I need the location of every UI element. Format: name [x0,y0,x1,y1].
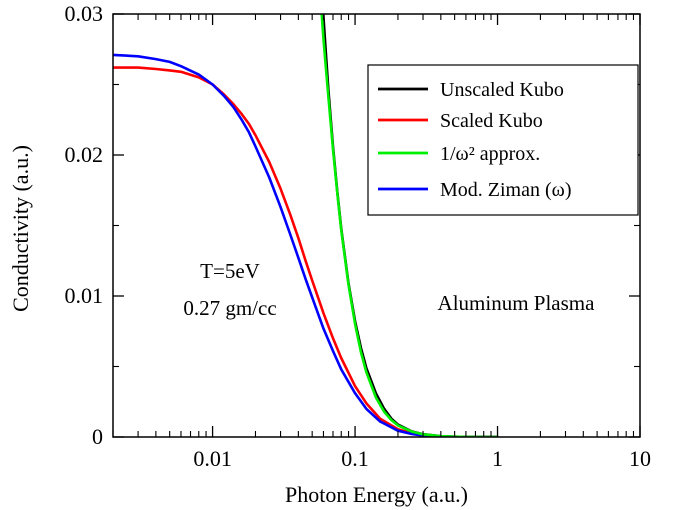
tick-labels: 0.01 0.1 1 10 0 0.01 0.02 0.03 [65,1,652,471]
y-tick-label: 0.03 [65,1,104,26]
x-tick-label: 0.01 [193,446,232,471]
annotation-temperature: T=5eV [200,259,260,283]
legend-label-1: Scaled Kubo [440,110,543,132]
legend: Unscaled Kubo Scaled Kubo 1/ω² approx. Mod.… [367,64,639,216]
x-tick-label: 1 [492,446,503,471]
y-axis-title: Conductivity (a.u.) [8,145,33,312]
legend-label-2: 1/ω² approx. [440,143,540,165]
y-tick-label: 0.02 [65,142,104,167]
x-axis-title: Photon Energy (a.u.) [285,482,468,507]
ticks [112,13,641,438]
y-tick-label: 0.01 [65,283,104,308]
x-tick-label: 10 [629,446,651,471]
annotation-material: Aluminum Plasma [438,291,596,315]
y-tick-label: 0 [92,424,103,449]
legend-label-0: Unscaled Kubo [440,79,564,101]
legend-label-3: Mod. Ziman (ω) [440,179,571,201]
x-tick-label: 0.1 [341,446,369,471]
annotation-density: 0.27 gm/cc [183,296,276,320]
series-line-3 [113,53,499,437]
